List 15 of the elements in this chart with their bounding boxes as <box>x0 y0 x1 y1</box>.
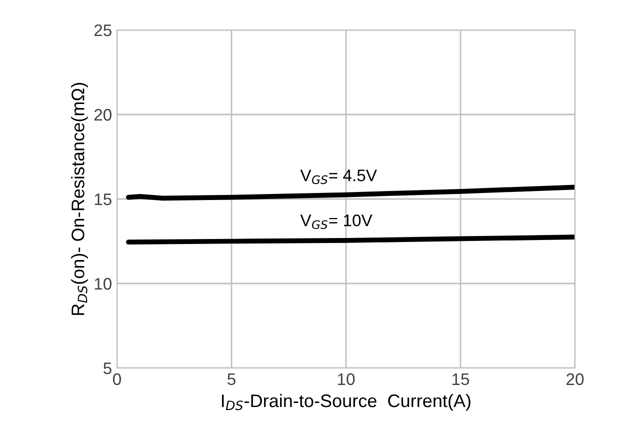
y-tick-label: 5 <box>104 362 112 374</box>
y-axis-title: R$_{DS}$(on)- On-Resistance(mΩ) <box>71 82 88 315</box>
x-tick-label: 0 <box>113 373 121 386</box>
series-label: V$_{GS}$= 10V <box>300 214 372 230</box>
x-tick-label: 20 <box>566 373 584 386</box>
x-axis-title: I$_{DS}$-Drain-to-Source Current(A) <box>222 394 470 411</box>
y-tick-label: 20 <box>94 108 112 121</box>
y-tick-label: 15 <box>94 194 112 206</box>
line-series <box>126 184 575 201</box>
y-tick-label: 25 <box>94 24 112 36</box>
y-tick-label: 10 <box>94 278 112 290</box>
x-tick-label: 5 <box>228 373 236 386</box>
x-tick-label: 10 <box>338 373 355 386</box>
x-tick-label: 15 <box>452 373 470 386</box>
series-label: V$_{GS}$= 4.5V <box>300 170 377 184</box>
